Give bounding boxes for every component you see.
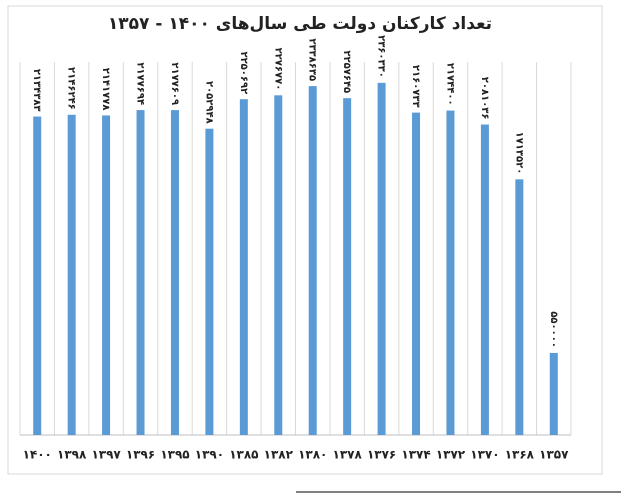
bar — [377, 82, 386, 436]
bar — [170, 110, 179, 435]
x-tick-label: ۱۳۷۰ — [470, 448, 499, 462]
bar — [549, 352, 558, 435]
chart-frame — [7, 5, 603, 475]
x-tick-label: ۱۳۹۶ — [126, 448, 155, 462]
value-label: ۲۲۷۶۷۷۰ — [272, 48, 283, 91]
x-tick-label: ۱۳۹۷ — [91, 448, 121, 462]
value-label: ۲۰۵۲۹۴۸ — [203, 81, 214, 124]
bar — [274, 95, 283, 436]
x-tick-label: ۱۳۸۵ — [229, 448, 258, 462]
value-label: ۲۱۷۷۶۰۹ — [169, 62, 180, 105]
bar — [33, 116, 42, 436]
x-tick-label: ۱۳۷۴ — [401, 448, 430, 462]
value-label: ۲۱۷۴۴۰۰ — [444, 63, 455, 106]
value-label: ۵۵۰۰۰۰ — [548, 311, 559, 348]
bar — [308, 86, 317, 436]
value-label: ۲۱۴۶۲۴۶ — [66, 67, 77, 110]
value-label: ۲۱۳۴۳۸۳ — [31, 69, 42, 112]
value-label: ۲۲۵۰۶۹۲ — [238, 51, 249, 94]
x-tick-label: ۱۳۷۸ — [333, 448, 363, 462]
x-tick-label: ۱۳۸۰ — [298, 448, 327, 462]
bar — [480, 124, 489, 435]
bar — [102, 115, 111, 436]
value-label: ۲۲۵۷۶۴۵ — [341, 50, 352, 93]
bar — [343, 98, 352, 435]
x-tick-label: ۱۳۵۷ — [539, 448, 569, 462]
x-tick-label: ۱۳۹۵ — [160, 448, 189, 462]
bar — [239, 99, 248, 436]
value-label: ۲۱۶۰۷۳۳ — [410, 65, 421, 108]
chart-title: تعداد کارکنان دولت طی سال‌های ۱۴۰۰ - ۱۳۵… — [108, 14, 492, 34]
x-tick-label: ۱۳۹۰ — [195, 448, 224, 462]
bar — [136, 110, 145, 435]
value-label: ۲۰۸۱۰۳۶ — [479, 77, 490, 120]
value-label: ۲۱۷۷۶۹۴ — [135, 62, 146, 105]
bar — [446, 110, 455, 435]
bar — [515, 179, 524, 435]
bar — [205, 128, 214, 435]
x-tick-label: ۱۳۷۶ — [367, 448, 396, 462]
x-tick-label: ۱۳۶۸ — [505, 448, 535, 462]
x-tick-label: ۱۳۷۲ — [436, 448, 466, 462]
bar — [67, 114, 76, 436]
value-label: ۲۱۴۱۷۷۸ — [100, 68, 111, 111]
value-label: ۱۷۱۳۵۲۰ — [513, 132, 524, 175]
x-tick-label: ۱۴۰۰ — [23, 448, 52, 462]
value-label: ۲۳۳۸۶۳۵ — [307, 38, 318, 81]
bar — [412, 112, 421, 435]
x-tick-label: ۱۳۹۸ — [57, 448, 87, 462]
value-label: ۲۳۶۰۳۳۰ — [376, 35, 387, 78]
x-tick-label: ۱۳۸۲ — [264, 448, 294, 462]
